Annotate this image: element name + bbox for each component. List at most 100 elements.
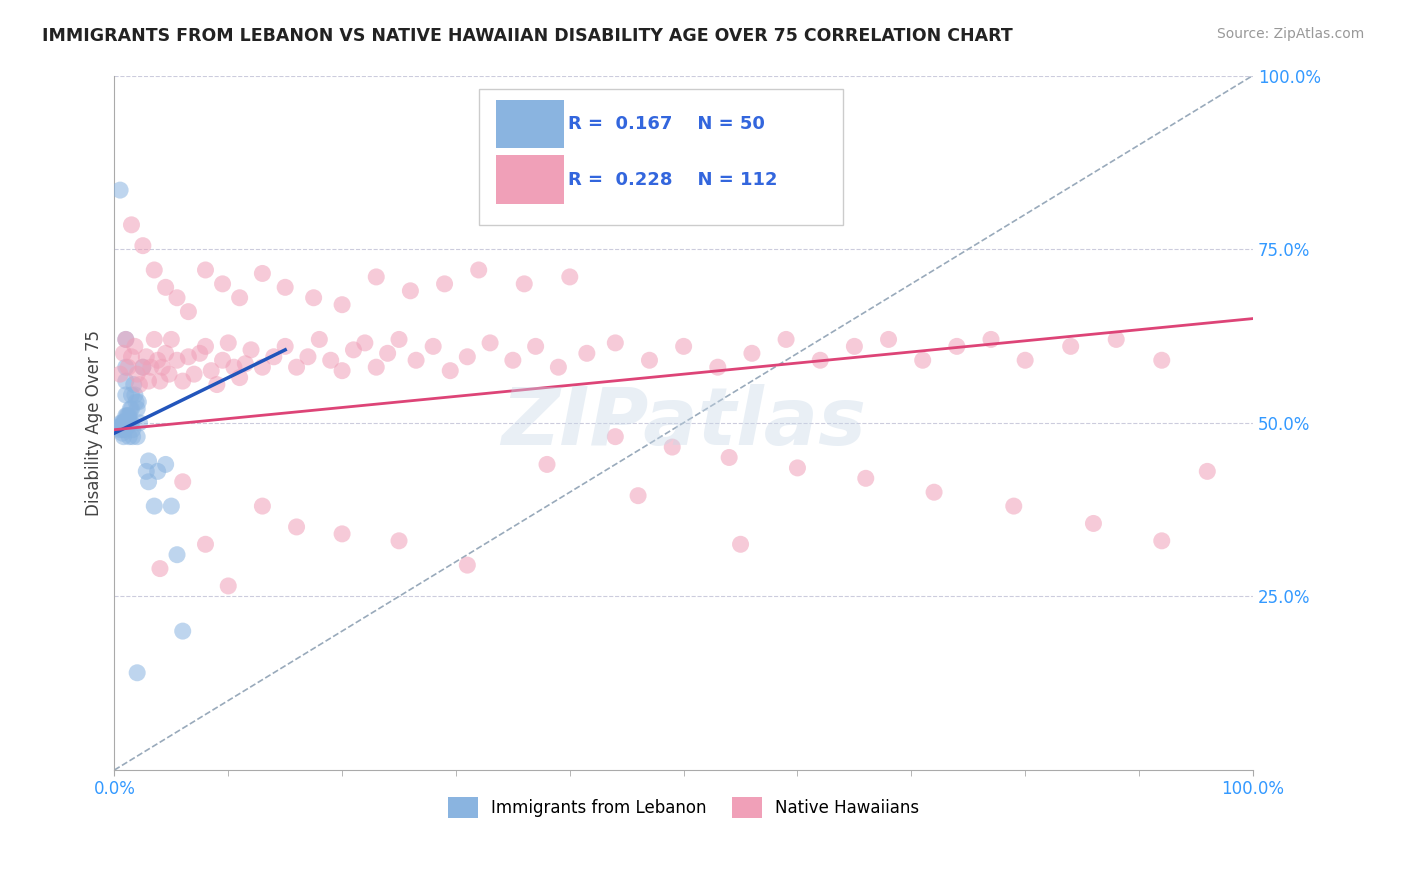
Point	[166, 548, 188, 562]
Point	[149, 374, 172, 388]
Text: ZIPatlas: ZIPatlas	[501, 384, 866, 462]
Point	[160, 333, 183, 347]
Point	[1150, 353, 1173, 368]
Point	[121, 416, 143, 430]
Point	[786, 461, 808, 475]
Point	[354, 335, 377, 350]
Point	[108, 423, 131, 437]
Point	[155, 280, 177, 294]
FancyBboxPatch shape	[496, 155, 564, 204]
Point	[157, 367, 180, 381]
Point	[638, 353, 661, 368]
Point	[143, 499, 166, 513]
Point	[114, 333, 136, 347]
Point	[127, 401, 149, 416]
Point	[112, 416, 135, 430]
Point	[922, 485, 945, 500]
Y-axis label: Disability Age Over 75: Disability Age Over 75	[86, 330, 103, 516]
Point	[172, 374, 194, 388]
Point	[135, 350, 157, 364]
Point	[114, 423, 136, 437]
Point	[111, 416, 134, 430]
Point	[117, 409, 139, 423]
Point	[547, 360, 569, 375]
Point	[1060, 339, 1083, 353]
Point	[188, 346, 211, 360]
Point	[120, 416, 142, 430]
Point	[132, 238, 155, 252]
Point	[155, 458, 177, 472]
Point	[1083, 516, 1105, 531]
Point	[605, 335, 627, 350]
Point	[252, 360, 274, 375]
Point	[672, 339, 695, 353]
Point	[108, 419, 131, 434]
Point	[121, 388, 143, 402]
Point	[502, 353, 524, 368]
Point	[127, 665, 149, 680]
Point	[228, 291, 250, 305]
Text: Source: ZipAtlas.com: Source: ZipAtlas.com	[1216, 27, 1364, 41]
Point	[121, 423, 143, 437]
Point	[205, 377, 228, 392]
Point	[1002, 499, 1025, 513]
Point	[143, 333, 166, 347]
Point	[115, 409, 138, 423]
Point	[125, 395, 148, 409]
Point	[172, 624, 194, 639]
Point	[177, 350, 200, 364]
Point	[146, 353, 169, 368]
Point	[194, 339, 217, 353]
Point	[160, 499, 183, 513]
Point	[122, 377, 145, 392]
Point	[112, 430, 135, 444]
Point	[1150, 533, 1173, 548]
Point	[138, 475, 160, 489]
Point	[233, 357, 256, 371]
Point	[138, 374, 160, 388]
Point	[342, 343, 364, 357]
Point	[439, 364, 461, 378]
Point	[127, 367, 149, 381]
Point	[121, 218, 143, 232]
Point	[524, 339, 547, 353]
Point	[946, 339, 969, 353]
Point	[128, 416, 150, 430]
Point	[114, 374, 136, 388]
Point	[166, 353, 188, 368]
Point	[456, 350, 478, 364]
Point	[110, 419, 132, 434]
Point	[558, 269, 581, 284]
Point	[308, 333, 330, 347]
Point	[114, 333, 136, 347]
Point	[467, 263, 489, 277]
Point	[121, 401, 143, 416]
Point	[110, 416, 132, 430]
Point	[319, 353, 342, 368]
Point	[1197, 464, 1219, 478]
Point	[166, 291, 188, 305]
Point	[117, 419, 139, 434]
Point	[456, 558, 478, 573]
Point	[240, 343, 263, 357]
Point	[132, 360, 155, 375]
Point	[252, 499, 274, 513]
Point	[128, 377, 150, 392]
FancyBboxPatch shape	[496, 100, 564, 148]
Point	[730, 537, 752, 551]
Point	[1014, 353, 1036, 368]
Point	[114, 388, 136, 402]
Point	[388, 533, 411, 548]
Point	[114, 416, 136, 430]
Point	[115, 416, 138, 430]
Point	[775, 333, 797, 347]
Point	[132, 360, 155, 375]
Point	[211, 353, 233, 368]
Point	[980, 333, 1002, 347]
FancyBboxPatch shape	[478, 89, 844, 225]
Point	[741, 346, 763, 360]
Point	[124, 339, 146, 353]
Point	[377, 346, 399, 360]
Text: R =  0.228    N = 112: R = 0.228 N = 112	[568, 170, 778, 189]
Point	[433, 277, 456, 291]
